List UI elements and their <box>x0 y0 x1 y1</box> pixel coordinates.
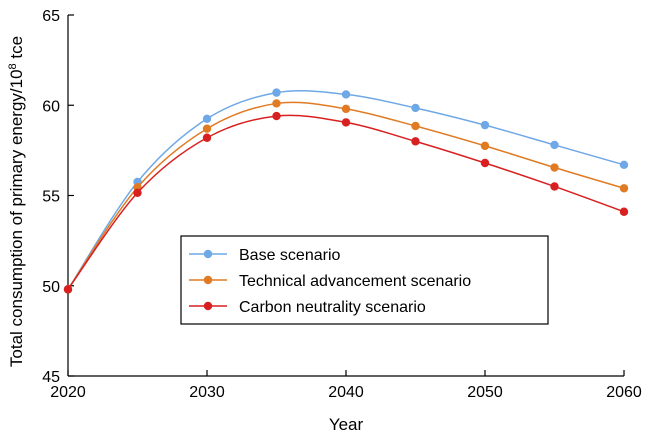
x-tick-label: 2020 <box>50 384 86 401</box>
legend-label: Technical advancement scenario <box>239 273 471 290</box>
x-axis-title: Year <box>329 415 364 434</box>
y-axis-title-sup: 8 <box>7 63 19 69</box>
data-point <box>619 184 629 193</box>
x-tick-label: 2040 <box>328 384 364 401</box>
x-tick-label: 2030 <box>189 384 225 401</box>
legend-label: Base scenario <box>239 247 340 264</box>
y-tick-label: 45 <box>42 369 60 386</box>
data-point <box>133 188 142 197</box>
legend-box <box>180 235 549 325</box>
data-point <box>341 118 351 127</box>
data-point <box>202 114 212 123</box>
data-point <box>272 111 281 121</box>
x-tick-label: 2060 <box>606 384 642 401</box>
data-point <box>202 133 212 142</box>
legend-swatch-marker <box>203 275 213 285</box>
legend-swatch-marker <box>203 301 213 311</box>
data-point <box>550 182 559 191</box>
y-tick-label: 50 <box>42 279 60 296</box>
y-axis-title-main: Total consumption of primary energy/10 <box>7 69 26 367</box>
data-point <box>63 285 73 294</box>
y-axis-title: Total consumption of primary energy/108 … <box>7 36 26 367</box>
legend-item: Technical advancement scenario <box>189 273 471 290</box>
data-point <box>202 124 212 133</box>
legend-item: Carbon neutrality scenario <box>189 299 426 316</box>
data-point <box>550 140 559 150</box>
legend-label: Carbon neutrality scenario <box>239 299 426 316</box>
y-tick-label: 55 <box>42 189 60 206</box>
data-point <box>480 141 490 151</box>
data-point <box>480 158 490 168</box>
data-point <box>341 104 351 114</box>
data-point <box>411 121 420 131</box>
axes: 45 50 55 60 65 2020 2030 2040 2050 2060 <box>42 8 642 401</box>
y-tick-label: 60 <box>42 98 60 115</box>
data-point <box>480 120 490 130</box>
data-point <box>341 90 351 99</box>
x-tick-label: 2050 <box>467 384 503 401</box>
data-point <box>550 163 559 172</box>
data-point <box>272 99 281 108</box>
data-point <box>411 103 420 113</box>
data-point <box>619 207 629 216</box>
y-tick-label: 65 <box>42 8 60 25</box>
legend-item: Base scenario <box>189 247 340 264</box>
y-axis-title-tail: tce <box>7 36 26 63</box>
data-point <box>272 88 281 97</box>
legend: Base scenario Technical advancement scena… <box>180 235 549 325</box>
data-point <box>411 137 420 146</box>
series-layer <box>63 88 629 294</box>
series-3 <box>63 111 629 294</box>
legend-swatch-marker <box>203 249 213 259</box>
data-point <box>619 160 629 170</box>
